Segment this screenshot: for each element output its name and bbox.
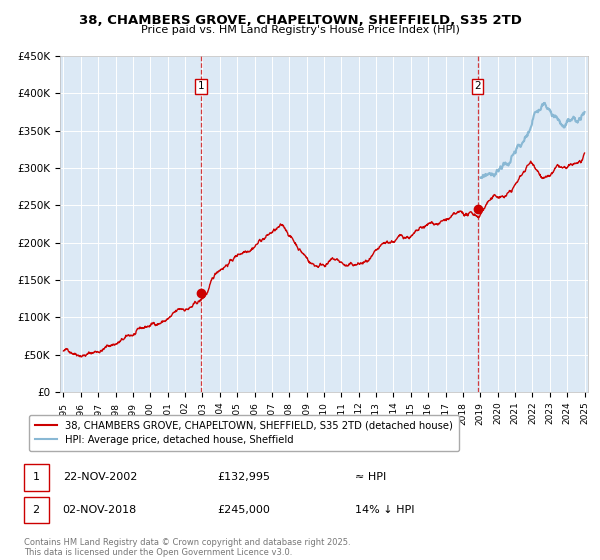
- Text: 14% ↓ HPI: 14% ↓ HPI: [355, 505, 415, 515]
- Legend: 38, CHAMBERS GROVE, CHAPELTOWN, SHEFFIELD, S35 2TD (detached house), HPI: Averag: 38, CHAMBERS GROVE, CHAPELTOWN, SHEFFIEL…: [29, 414, 459, 451]
- Text: 22-NOV-2002: 22-NOV-2002: [62, 473, 137, 482]
- Text: 2: 2: [32, 505, 40, 515]
- Text: 2: 2: [474, 81, 481, 91]
- FancyBboxPatch shape: [24, 497, 49, 523]
- Text: ≈ HPI: ≈ HPI: [355, 473, 386, 482]
- Text: Price paid vs. HM Land Registry's House Price Index (HPI): Price paid vs. HM Land Registry's House …: [140, 25, 460, 35]
- Text: 1: 1: [32, 473, 40, 482]
- Text: 38, CHAMBERS GROVE, CHAPELTOWN, SHEFFIELD, S35 2TD: 38, CHAMBERS GROVE, CHAPELTOWN, SHEFFIEL…: [79, 14, 521, 27]
- Text: £132,995: £132,995: [217, 473, 270, 482]
- Text: Contains HM Land Registry data © Crown copyright and database right 2025.
This d: Contains HM Land Registry data © Crown c…: [24, 538, 350, 557]
- Text: 02-NOV-2018: 02-NOV-2018: [62, 505, 137, 515]
- Text: £245,000: £245,000: [217, 505, 270, 515]
- FancyBboxPatch shape: [24, 464, 49, 491]
- Text: 1: 1: [197, 81, 204, 91]
